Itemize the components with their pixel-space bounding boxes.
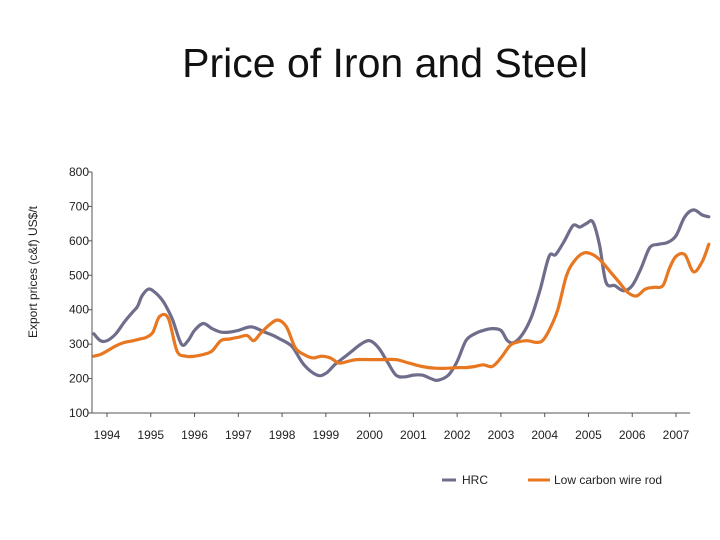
y-tick-label: 400 xyxy=(69,303,89,317)
y-tick-label: 200 xyxy=(69,372,89,386)
y-axis-ticks: 100 200 300 400 500 600 700 800 xyxy=(69,165,92,420)
y-tick-label: 700 xyxy=(69,199,89,213)
x-tick-label: 1995 xyxy=(137,428,164,442)
legend: HRC Low carbon wire rod xyxy=(442,473,662,487)
series-layer xyxy=(92,208,711,383)
x-axis-ticks: 1994 1995 1996 1997 1998 1999 2000 2001 2002 2003… xyxy=(94,413,690,442)
x-tick-label: 2007 xyxy=(663,428,690,442)
y-tick-label: 500 xyxy=(69,268,89,282)
x-tick-label: 1999 xyxy=(312,428,339,442)
chart-axes xyxy=(91,172,690,414)
x-tick-label: 2004 xyxy=(531,428,558,442)
series-line-low-carbon-wire-rod xyxy=(92,242,711,370)
y-tick-label: 300 xyxy=(69,337,89,351)
y-tick-label: 600 xyxy=(69,234,89,248)
x-tick-label: 1997 xyxy=(225,428,252,442)
y-axis-label: Export prices (c&f) US$/t xyxy=(26,205,40,338)
x-tick-label: 2000 xyxy=(356,428,383,442)
x-tick-label: 2001 xyxy=(400,428,427,442)
x-tick-label: 1998 xyxy=(269,428,296,442)
x-tick-label: 2002 xyxy=(444,428,471,442)
chart-title: Price of Iron and Steel xyxy=(182,40,588,86)
x-tick-label: 1996 xyxy=(181,428,208,442)
y-tick-label: 100 xyxy=(69,406,89,420)
y-tick-label: 800 xyxy=(69,165,89,179)
x-tick-label: 2006 xyxy=(619,428,646,442)
x-tick-label: 2003 xyxy=(488,428,515,442)
x-tick-label: 1994 xyxy=(94,428,121,442)
x-tick-label: 2005 xyxy=(575,428,602,442)
legend-label-low-carbon-wire-rod: Low carbon wire rod xyxy=(554,473,662,487)
legend-label-hrc: HRC xyxy=(462,473,488,487)
